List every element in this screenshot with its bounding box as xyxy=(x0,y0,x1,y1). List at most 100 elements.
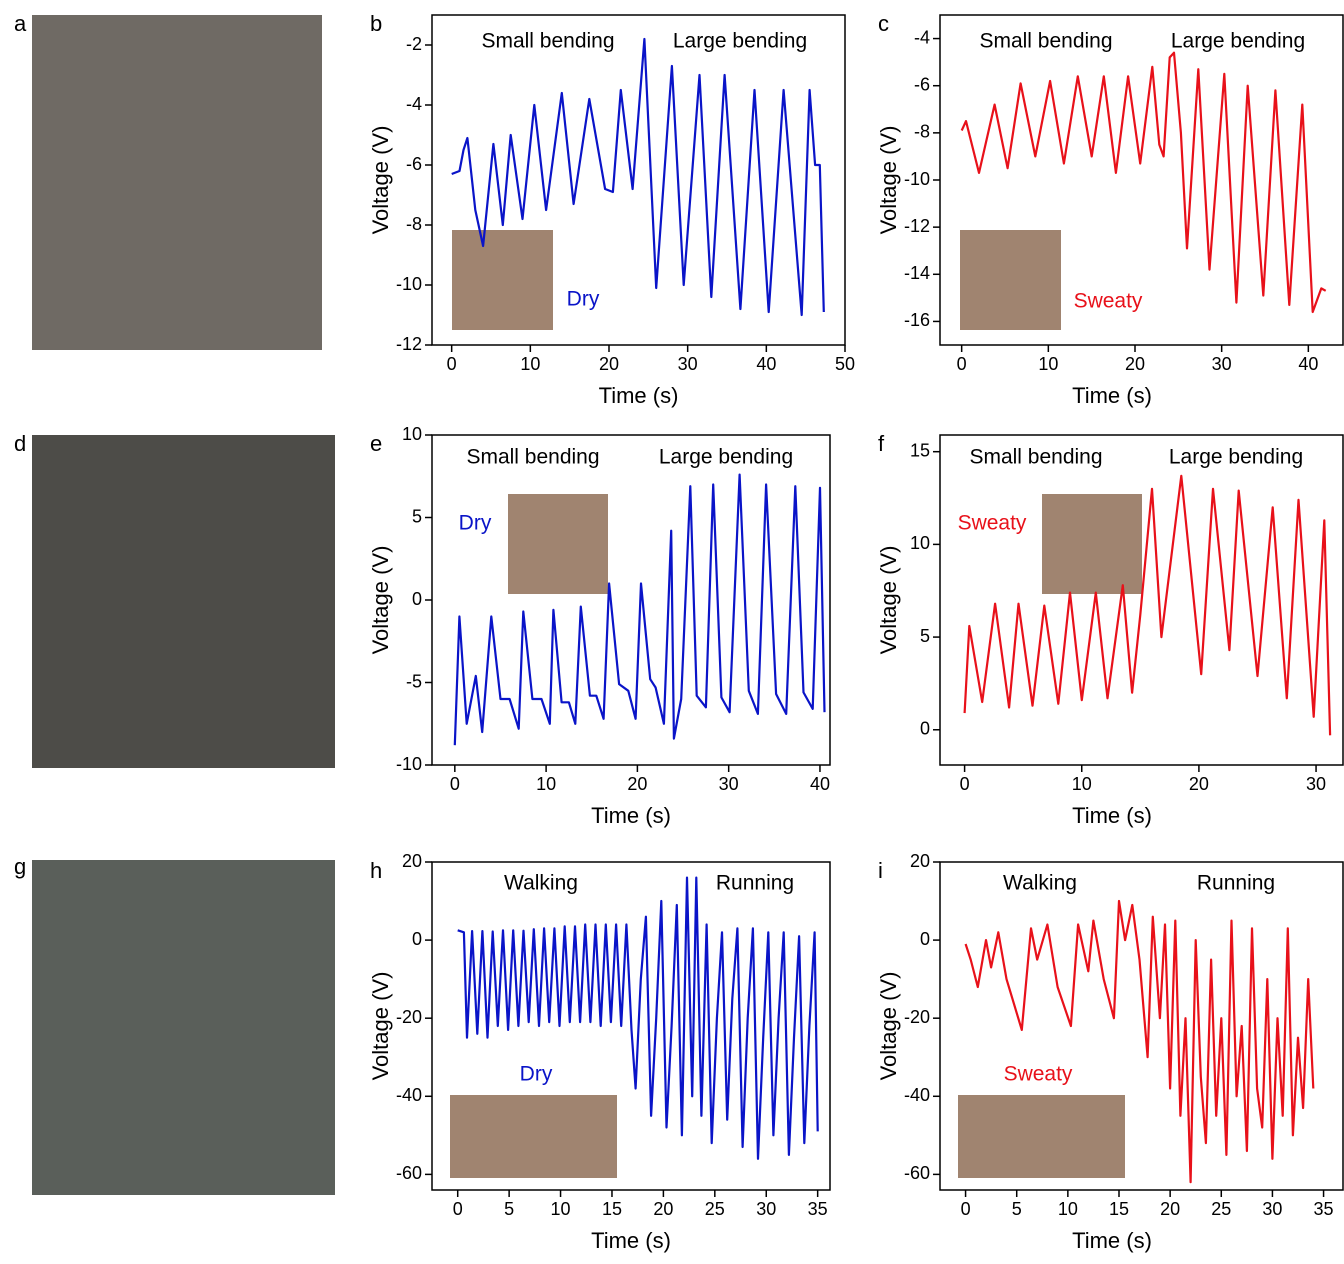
x-tick-label: 25 xyxy=(705,1199,725,1219)
x-tick-label: 50 xyxy=(835,354,855,374)
y-tick-label: -4 xyxy=(914,27,930,47)
x-tick-label: 10 xyxy=(1072,774,1092,794)
photo-g xyxy=(32,860,335,1195)
x-tick-label: 5 xyxy=(1012,1199,1022,1219)
x-axis-label: Time (s) xyxy=(591,803,671,828)
y-tick-label: -20 xyxy=(904,1007,930,1027)
x-tick-label: 0 xyxy=(453,1199,463,1219)
x-tick-label: 10 xyxy=(551,1199,571,1219)
x-tick-label: 35 xyxy=(1314,1199,1334,1219)
inset-label: Dry xyxy=(567,288,600,311)
inset-photo xyxy=(960,230,1061,330)
x-tick-label: 20 xyxy=(599,354,619,374)
inset-photo xyxy=(452,230,553,330)
inset-label: Sweaty xyxy=(958,512,1027,535)
y-tick-label: 0 xyxy=(412,589,422,609)
x-tick-label: 10 xyxy=(520,354,540,374)
y-tick-label: -60 xyxy=(396,1163,422,1183)
x-tick-label: 10 xyxy=(536,774,556,794)
x-tick-label: 30 xyxy=(756,1199,776,1219)
y-tick-label: 0 xyxy=(920,929,930,949)
page: {"photos":[{"label":"a"},{"label":"d"},{… xyxy=(0,0,1344,1259)
y-tick-label: -4 xyxy=(406,94,422,114)
x-axis-label: Time (s) xyxy=(599,383,679,408)
inset-label: Sweaty xyxy=(1004,1063,1073,1086)
y-tick-label: 10 xyxy=(910,533,930,553)
x-tick-label: 0 xyxy=(960,774,970,794)
inset-photo xyxy=(1042,494,1142,594)
x-tick-label: 20 xyxy=(1189,774,1209,794)
annotation: Large bending xyxy=(659,446,793,469)
annotation: Walking xyxy=(504,872,578,895)
y-tick-label: 15 xyxy=(910,440,930,460)
y-tick-label: -5 xyxy=(406,671,422,691)
inset-label: Dry xyxy=(459,512,492,535)
inset-photo xyxy=(450,1095,617,1178)
photo-d xyxy=(32,435,335,768)
y-tick-label: -40 xyxy=(904,1085,930,1105)
plot-frame xyxy=(432,435,830,765)
annotation: Walking xyxy=(1003,872,1077,895)
x-tick-label: 20 xyxy=(653,1199,673,1219)
x-tick-label: 10 xyxy=(1038,354,1058,374)
y-axis-label: Voltage (V) xyxy=(368,546,393,655)
y-tick-label: -20 xyxy=(396,1007,422,1027)
y-axis-label: Voltage (V) xyxy=(368,126,393,235)
y-tick-label: -12 xyxy=(904,216,930,236)
y-tick-label: -8 xyxy=(406,214,422,234)
y-axis-label: Voltage (V) xyxy=(876,546,901,655)
annotation: Running xyxy=(716,872,794,895)
y-tick-label: -12 xyxy=(396,334,422,354)
y-tick-label: -8 xyxy=(914,122,930,142)
x-tick-label: 15 xyxy=(602,1199,622,1219)
x-tick-label: 10 xyxy=(1058,1199,1078,1219)
annotation: Small bending xyxy=(481,30,614,53)
y-tick-label: -14 xyxy=(904,263,930,283)
panel-label: g xyxy=(14,854,26,879)
photo-a xyxy=(32,15,322,350)
y-tick-label: -10 xyxy=(396,754,422,774)
x-tick-label: 40 xyxy=(1298,354,1318,374)
y-tick-label: -6 xyxy=(914,74,930,94)
y-tick-label: -2 xyxy=(406,34,422,54)
y-tick-label: 20 xyxy=(910,851,930,871)
y-tick-label: 0 xyxy=(920,719,930,739)
x-axis-label: Time (s) xyxy=(1072,383,1152,408)
y-tick-label: -6 xyxy=(406,154,422,174)
x-tick-label: 20 xyxy=(1160,1199,1180,1219)
x-tick-label: 5 xyxy=(504,1199,514,1219)
x-tick-label: 40 xyxy=(810,774,830,794)
x-tick-label: 20 xyxy=(627,774,647,794)
x-tick-label: 0 xyxy=(447,354,457,374)
y-tick-label: -10 xyxy=(904,169,930,189)
panel-label: i xyxy=(878,858,883,883)
panel-label: e xyxy=(370,431,382,456)
x-tick-label: 0 xyxy=(450,774,460,794)
panel-label: f xyxy=(878,431,885,456)
x-axis-label: Time (s) xyxy=(1072,803,1152,828)
panel-label: h xyxy=(370,858,382,883)
y-axis-label: Voltage (V) xyxy=(876,972,901,1081)
panel-label: d xyxy=(14,431,26,456)
y-tick-label: -60 xyxy=(904,1163,930,1183)
y-tick-label: 0 xyxy=(412,929,422,949)
x-tick-label: 40 xyxy=(756,354,776,374)
figure: a d g b01020304050-12-10-8-6-4-2Time (s)… xyxy=(0,0,1344,1259)
x-tick-label: 30 xyxy=(1306,774,1326,794)
panel-label: b xyxy=(370,11,382,36)
y-axis-label: Voltage (V) xyxy=(368,972,393,1081)
y-tick-label: -16 xyxy=(904,310,930,330)
annotation: Large bending xyxy=(1171,30,1305,53)
inset-label: Dry xyxy=(520,1063,553,1086)
x-tick-label: 20 xyxy=(1125,354,1145,374)
x-tick-label: 35 xyxy=(808,1199,828,1219)
annotation: Large bending xyxy=(673,30,807,53)
y-tick-label: 5 xyxy=(412,506,422,526)
annotation: Running xyxy=(1197,872,1275,895)
inset-photo xyxy=(958,1095,1125,1178)
x-tick-label: 0 xyxy=(957,354,967,374)
x-tick-label: 15 xyxy=(1109,1199,1129,1219)
y-tick-label: -10 xyxy=(396,274,422,294)
x-tick-label: 30 xyxy=(1262,1199,1282,1219)
panel-label: c xyxy=(878,11,889,36)
